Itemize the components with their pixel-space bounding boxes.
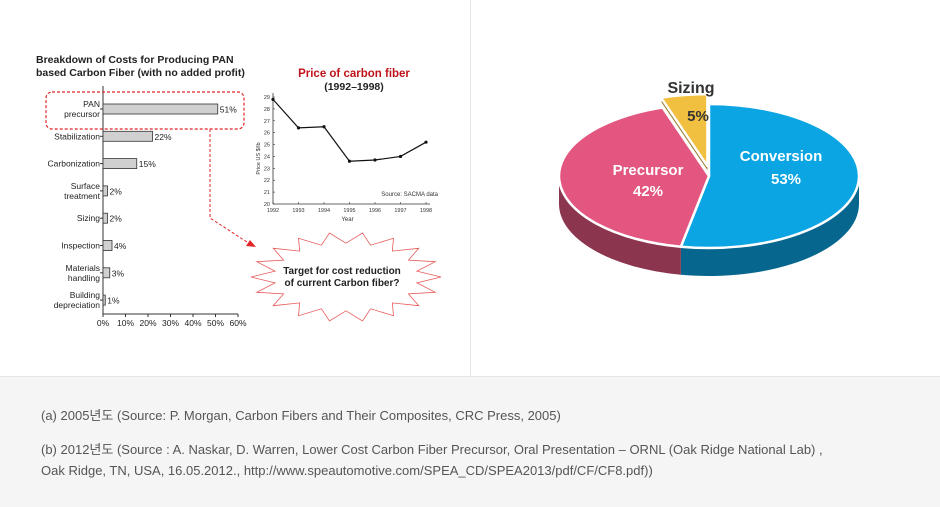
bar-x-tick-label: 60% — [229, 318, 246, 328]
line-x-tick-label: 1995 — [343, 208, 355, 214]
line-x-tick-label: 1994 — [318, 208, 330, 214]
bar-category-label: Inspection — [61, 241, 100, 251]
panel-a-charts: Breakdown of Costs for Producing PANbase… — [36, 54, 442, 328]
line-point — [322, 125, 326, 129]
bar — [102, 158, 138, 170]
line-x-tick-label: 1996 — [369, 208, 381, 214]
bar — [102, 212, 108, 224]
pie-slice — [659, 92, 709, 168]
line-y-tick-label: 29 — [264, 95, 270, 101]
bar-category-label: depreciation — [54, 300, 101, 310]
bar-category-label: handling — [68, 273, 100, 283]
pie-slice-value: 5% — [687, 108, 709, 125]
line-y-tick-label: 26 — [264, 131, 270, 137]
bar-chart-title: Breakdown of Costs for Producing PAN — [36, 54, 234, 66]
line-point — [424, 140, 428, 144]
pie-chart: Sizing 5% Conversion 53% Precursor 42% — [557, 80, 861, 276]
bar-value-label: 51% — [220, 105, 237, 115]
bar — [102, 267, 111, 279]
line-point — [373, 158, 377, 162]
bar-value-label: 4% — [114, 241, 127, 251]
bar-category-label: Building — [70, 290, 101, 300]
bar — [102, 185, 108, 197]
pie-title: Sizing — [667, 80, 714, 97]
line-chart-title: Price of carbon fiber — [298, 68, 410, 80]
bar-chart-title: based Carbon Fiber (with no added profit… — [36, 67, 245, 79]
line-y-axis-label: Price US $/lb — [256, 142, 262, 174]
bar-value-label: 2% — [110, 214, 123, 224]
bar-category-label: PAN — [83, 99, 100, 109]
source-footer: (a) 2005년도 (Source: P. Morgan, Carbon Fi… — [0, 376, 940, 507]
line-y-tick-label: 28 — [264, 107, 270, 113]
bar — [102, 103, 219, 115]
source-line-b1: (b) 2012년도 (Source : A. Naskar, D. Warre… — [41, 442, 823, 457]
bar-category-label: treatment — [64, 191, 101, 201]
bar-value-label: 15% — [139, 159, 156, 169]
line-point — [347, 159, 352, 163]
bar-x-tick-label: 40% — [184, 318, 201, 328]
pie-slice-value: 42% — [633, 183, 663, 200]
panel-b: Sizing 5% Conversion 53% Precursor 42% — [471, 0, 940, 376]
pie-slice-label: Precursor — [613, 162, 684, 179]
bar-category-label: Surface — [71, 181, 101, 191]
bar — [102, 294, 106, 306]
line-y-tick-label: 25 — [264, 143, 270, 149]
line-source-note: Source: SACMA data — [381, 192, 438, 198]
line-chart-subtitle: (1992–1998) — [324, 81, 384, 93]
panel-a: Breakdown of Costs for Producing PAN base… — [0, 0, 471, 376]
line-point — [271, 97, 275, 101]
annotation-text: Target for cost reduction — [283, 266, 401, 277]
bar-x-tick-label: 30% — [162, 318, 179, 328]
source-line-a: (a) 2005년도 (Source: P. Morgan, Carbon Fi… — [41, 408, 561, 423]
pie-slice-value: 53% — [771, 171, 801, 188]
line-y-tick-label: 22 — [264, 178, 270, 184]
bar-category-label: precursor — [64, 109, 100, 119]
annotation-text: of current Carbon fiber? — [284, 278, 399, 289]
pie-slice — [557, 106, 711, 248]
bar — [102, 240, 113, 251]
bar-value-label: 22% — [155, 132, 172, 142]
line-x-tick-label: 1997 — [394, 208, 406, 214]
line-y-tick-label: 24 — [264, 154, 270, 160]
bar-value-label: 2% — [110, 186, 123, 196]
line-x-tick-label: 1998 — [420, 208, 432, 214]
bar-value-label: 1% — [107, 296, 120, 306]
bar-category-label: Carbonization — [48, 159, 101, 169]
highlight-arrowhead — [246, 240, 256, 247]
line-x-tick-label: 1993 — [292, 208, 304, 214]
line-series — [272, 98, 427, 162]
pie-side-wall — [559, 176, 681, 275]
bar — [102, 130, 153, 142]
line-y-tick-label: 21 — [264, 190, 270, 196]
pie-slice-label: Conversion — [740, 148, 823, 165]
line-point — [296, 126, 301, 130]
annotation-starburst — [250, 232, 442, 322]
bar-category-label: Materials — [66, 263, 100, 273]
line-y-tick-label: 20 — [264, 202, 270, 208]
line-x-axis-label: Year — [341, 217, 353, 223]
line-y-tick-label: 23 — [264, 166, 270, 172]
bar-x-tick-label: 20% — [139, 318, 156, 328]
source-line-b2: Oak Ridge, TN, USA, 16.05.2012., http://… — [41, 463, 653, 478]
line-point — [398, 154, 403, 159]
bar-x-tick-label: 10% — [117, 318, 134, 328]
line-x-tick-label: 1992 — [267, 208, 279, 214]
pie-slice — [679, 102, 861, 250]
highlight-pointer — [209, 129, 251, 245]
pie-side-wall — [680, 176, 859, 276]
line-y-tick-label: 27 — [264, 119, 270, 125]
highlight-box — [45, 91, 245, 130]
bar-x-tick-label: 0% — [97, 318, 110, 328]
bar-x-tick-label: 50% — [207, 318, 224, 328]
bar-value-label: 3% — [112, 268, 125, 278]
bar-category-label: Stabilization — [54, 131, 100, 141]
bar-category-label: Sizing — [77, 213, 100, 223]
